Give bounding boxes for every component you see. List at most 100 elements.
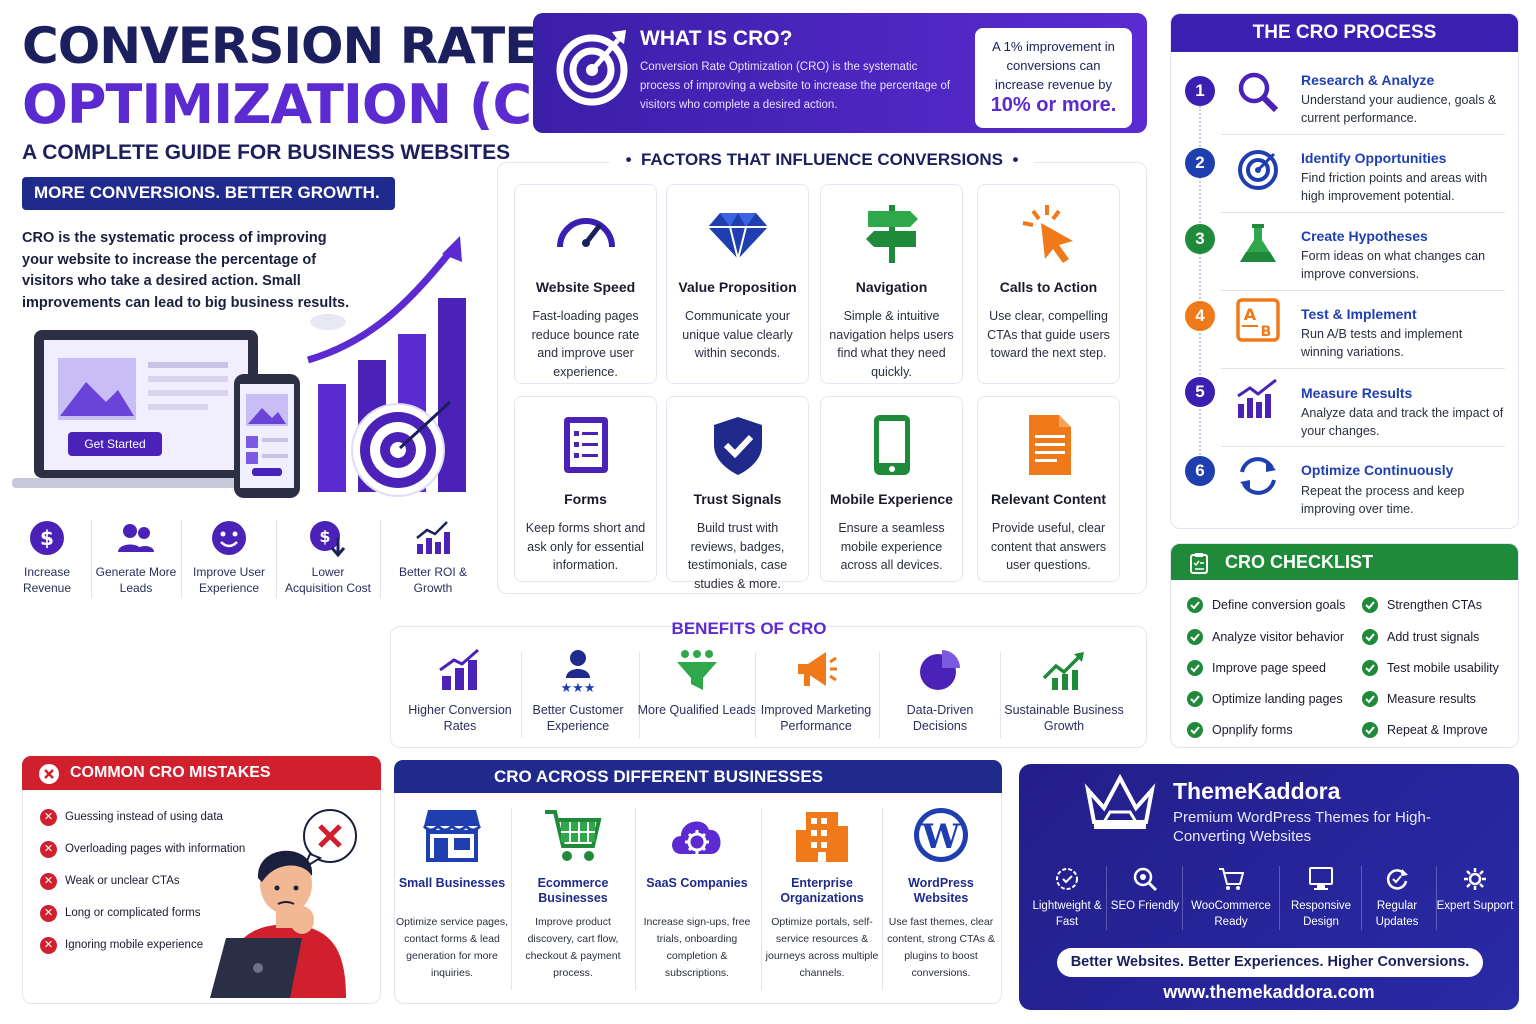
step-title: Identify Opportunities [1301, 150, 1447, 166]
speedometer-icon [554, 201, 618, 265]
checklist-title: CRO CHECKLIST [1171, 544, 1518, 580]
check-icon [1187, 660, 1203, 676]
factor-card-navigation: Navigation Simple & intuitive navigation… [820, 184, 963, 384]
step-desc: Run A/B tests and implement winning vari… [1301, 327, 1463, 359]
checklist-item: Repeat & Improve [1362, 722, 1488, 738]
divider [1361, 866, 1362, 930]
factor-card-website-speed: Website Speed Fast-loading pages reduce … [514, 184, 657, 384]
divider [380, 520, 381, 598]
check-icon [1187, 691, 1203, 707]
magnifier-icon [1236, 70, 1280, 114]
support-gear-icon [1462, 866, 1488, 892]
factor-desc: Fast-loading pages reduce bounce rate an… [531, 309, 640, 379]
stat-callout-text: A 1% improvement in conversions can incr… [992, 39, 1115, 92]
storefront-icon [422, 806, 482, 864]
benefit-label: Higher Conversion Rates [408, 703, 512, 733]
hero-banner: MORE CONVERSIONS. BETTER GROWTH. [22, 177, 395, 210]
step-number: 3 [1185, 224, 1215, 254]
cart-icon [543, 806, 603, 864]
checklist-item: Opnplify forms [1187, 722, 1293, 738]
x-icon: ✕ [40, 873, 57, 890]
feature-woocommerce: WooCommerce Ready [1191, 866, 1271, 930]
divider [1221, 290, 1505, 291]
brand-name: ThemeKaddora [1173, 778, 1341, 804]
target-icon [1236, 148, 1280, 192]
confused-person-illustration [206, 802, 376, 998]
kpi-lower-cost: $ Lower Acquisition Cost [283, 518, 373, 596]
feature-updates: Regular Updates [1357, 866, 1437, 930]
factor-card-mobile-experience: Mobile Experience Ensure a seamless mobi… [820, 396, 963, 582]
business-desc: Optimize service pages, contact forms & … [395, 916, 509, 979]
checklist-label: Improve page speed [1212, 661, 1326, 675]
check-icon [1362, 722, 1378, 738]
what-is-cro-description: Conversion Rate Optimization (CRO) is th… [640, 61, 951, 111]
mistake-label: Weak or unclear CTAs [65, 875, 180, 887]
feature-seo: SEO Friendly [1105, 866, 1185, 914]
feature-label: Lightweight & Fast [1032, 900, 1102, 928]
feature-lightweight: Lightweight & Fast [1027, 866, 1107, 930]
mistake-item: ✕ Long or complicated forms [40, 905, 201, 922]
mistake-item: ✕ Overloading pages with information [40, 841, 245, 858]
businesses-title: CRO ACROSS DIFFERENT BUSINESSES [394, 760, 1002, 793]
check-icon [1362, 660, 1378, 676]
business-desc: Use fast themes, clear content, strong C… [887, 916, 995, 979]
step-title: Research & Analyze [1301, 72, 1435, 88]
benefit-marketing-performance: Improved Marketing Performance [756, 648, 876, 734]
divider [276, 520, 277, 598]
factor-card-value-proposition: Value Proposition Communicate your uniqu… [666, 184, 809, 384]
hero-description: CRO is the systematic process of improvi… [22, 230, 350, 311]
step-desc: Analyze data and track the impact of you… [1301, 406, 1504, 438]
monitor-icon [1308, 866, 1334, 892]
divider [521, 652, 522, 738]
brand-url-link[interactable]: www.themekaddora.com [1163, 982, 1375, 1002]
divider [882, 808, 883, 990]
mistake-item: ✕ Guessing instead of using data [40, 809, 223, 826]
step-title: Optimize Continuously [1301, 462, 1454, 478]
factor-card-forms: Forms Keep forms short and ask only for … [514, 396, 657, 582]
check-icon [1187, 597, 1203, 613]
business-saas: SaaS Companies Increase sign-ups, free t… [638, 806, 756, 982]
factor-card-trust-signals: Trust Signals Build trust with reviews, … [666, 396, 809, 591]
check-icon [1187, 722, 1203, 738]
factor-card-relevant-content: Relevant Content Provide useful, clear c… [977, 396, 1120, 582]
factor-title: Forms [564, 491, 607, 507]
signpost-icon [860, 201, 924, 265]
mobile-icon [860, 413, 924, 477]
divider [1182, 866, 1183, 930]
divider [879, 652, 880, 738]
svg-text:W: W [921, 817, 961, 857]
business-title: Ecommerce Businesses [537, 876, 609, 905]
check-icon [1362, 597, 1378, 613]
divider [1436, 866, 1437, 930]
diamond-icon [706, 201, 770, 265]
dollar-icon: $ [27, 518, 67, 558]
checklist-item: Strengthen CTAs [1362, 597, 1482, 613]
hero-title-line1: CONVERSION RATE [22, 17, 538, 75]
checklist-label: Add trust signals [1387, 630, 1480, 644]
factor-title: Trust Signals [693, 491, 782, 507]
business-small: Small Businesses Optimize service pages,… [393, 806, 511, 982]
feature-responsive: Responsive Design [1281, 866, 1361, 930]
factor-title: Value Proposition [678, 279, 797, 295]
step-number: 2 [1185, 148, 1215, 178]
mistake-label: Long or complicated forms [65, 907, 201, 919]
feature-label: Responsive Design [1290, 900, 1352, 928]
benefit-higher-conversion: Higher Conversion Rates [400, 648, 520, 734]
divider [511, 808, 512, 990]
checklist-item: Define conversion goals [1187, 597, 1346, 613]
document-icon [1017, 413, 1081, 477]
customer-stars-icon: ★★★ [556, 648, 600, 692]
checklist-label: Define conversion goals [1212, 598, 1346, 612]
step-title: Test & Implement [1301, 306, 1417, 322]
process-card [1170, 13, 1519, 529]
mistake-item: ✕ Ignoring mobile experience [40, 937, 203, 954]
benefit-label: Sustainable Business Growth [1004, 703, 1124, 733]
divider [1221, 212, 1505, 213]
get-started-button[interactable]: Get Started [68, 432, 162, 456]
checklist-item: Improve page speed [1187, 660, 1326, 676]
mistake-item: ✕ Weak or unclear CTAs [40, 873, 180, 890]
growth-chart-icon [413, 518, 453, 558]
check-icon [1362, 629, 1378, 645]
factor-desc: Ensure a seamless mobile experience acro… [838, 521, 945, 572]
